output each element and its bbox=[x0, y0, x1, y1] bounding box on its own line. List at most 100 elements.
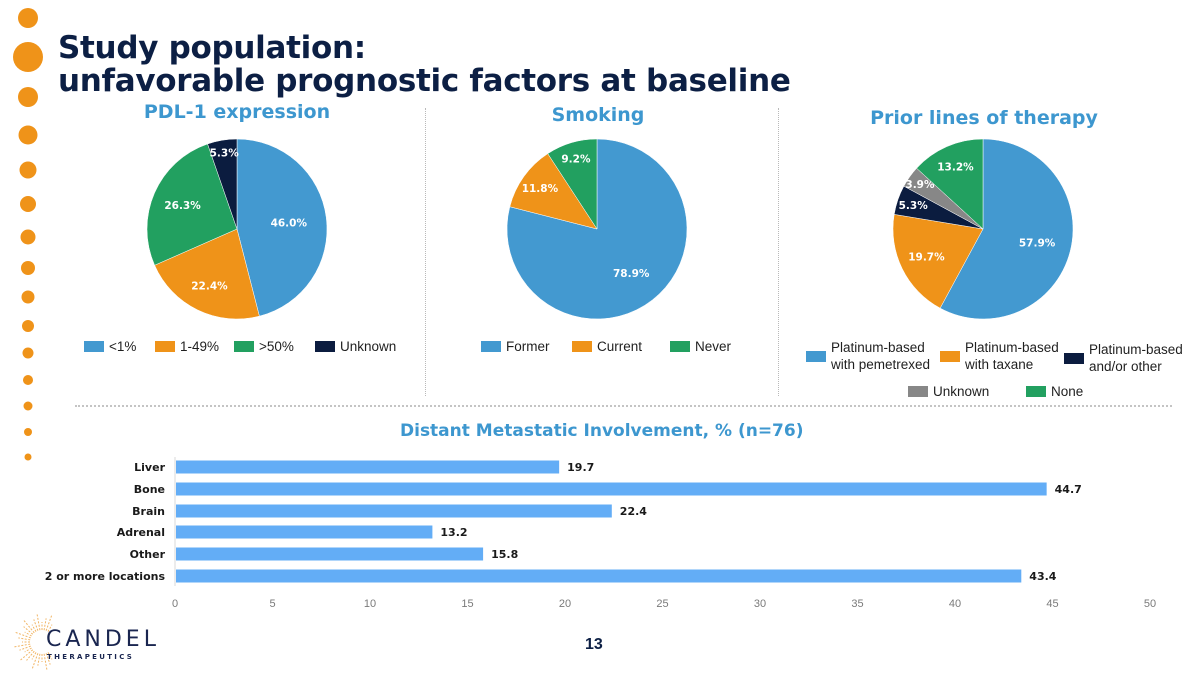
legend-item-other: Platinum-based and/or other bbox=[1064, 341, 1189, 375]
pie-slice-label: 22.4% bbox=[191, 281, 228, 293]
sunburst-ray bbox=[23, 620, 35, 634]
smoking-chart-title: Smoking bbox=[551, 104, 645, 126]
legend-label: >50% bbox=[259, 339, 294, 354]
company-logo-subtitle: THERAPEUTICS bbox=[47, 653, 135, 661]
legend-item-unknown-therapy: Unknown bbox=[908, 384, 989, 399]
x-tick-label: 40 bbox=[949, 598, 961, 610]
prior-therapy-pie-chart: 57.9% 19.7% 5.3% 3.9%13.2% bbox=[892, 138, 1074, 320]
pie-slice bbox=[547, 138, 598, 230]
sunburst-ray bbox=[14, 643, 31, 648]
legend-item-none: None bbox=[1026, 384, 1083, 399]
legend-label: Unknown bbox=[340, 339, 397, 354]
slide-title-line-2: unfavorable prognostic factors at baseli… bbox=[58, 63, 791, 99]
pie-slice bbox=[916, 138, 984, 230]
pie-slice-label: 57.9% bbox=[1019, 238, 1056, 250]
decorative-dot bbox=[22, 347, 34, 359]
legend-label: <1% bbox=[109, 339, 137, 354]
legend-label: Unknown bbox=[933, 384, 990, 399]
pie-slice-label: 5.3% bbox=[210, 148, 240, 160]
legend-swatch bbox=[481, 341, 501, 352]
sunburst-ray bbox=[20, 649, 34, 661]
decorative-dot bbox=[24, 428, 32, 436]
legend-item-taxane: Platinum-based with taxane bbox=[940, 339, 1065, 373]
pie-slice bbox=[509, 153, 598, 230]
decorative-dot bbox=[24, 453, 32, 461]
decorative-dot bbox=[20, 196, 36, 212]
legend-item-gt50: >50% bbox=[234, 339, 294, 354]
pie-slice-label: 11.8% bbox=[522, 183, 559, 195]
bar-value-label: 19.7 bbox=[567, 461, 594, 474]
vertical-divider-1 bbox=[425, 108, 426, 396]
slide-title-line-1: Study population: bbox=[58, 30, 366, 66]
pie-slice-label: 19.7% bbox=[908, 252, 945, 264]
legend-swatch bbox=[940, 350, 960, 362]
decorative-dot bbox=[23, 401, 33, 411]
sunburst-logo-icon bbox=[14, 614, 53, 670]
pie-slice bbox=[236, 138, 328, 317]
pie-slice-label: 46.0% bbox=[271, 217, 308, 229]
decorative-dot bbox=[13, 42, 43, 72]
x-tick-label: 45 bbox=[1046, 598, 1058, 610]
bar bbox=[176, 504, 612, 518]
decorative-dot bbox=[18, 87, 38, 107]
bar bbox=[176, 525, 433, 539]
legend-swatch bbox=[806, 350, 826, 362]
horizontal-divider bbox=[75, 405, 1172, 407]
legend-label: None bbox=[1051, 384, 1084, 399]
x-tick-label: 5 bbox=[269, 598, 275, 610]
decorative-dot bbox=[23, 375, 33, 385]
pie-slice bbox=[939, 138, 1074, 320]
decorative-dot bbox=[20, 229, 36, 245]
x-tick-label: 50 bbox=[1144, 598, 1156, 610]
bar-value-label: 43.4 bbox=[1029, 570, 1056, 583]
company-logo-name: CANDEL bbox=[46, 627, 160, 652]
legend-swatch bbox=[234, 341, 254, 352]
decorative-dot bbox=[21, 290, 35, 304]
pie-slice bbox=[892, 214, 984, 309]
legend-item-unknown: Unknown bbox=[315, 339, 396, 354]
legend-swatch bbox=[572, 341, 592, 352]
legend-swatch bbox=[1064, 352, 1084, 364]
prior-therapy-chart-title: Prior lines of therapy bbox=[870, 107, 1098, 129]
pdl1-chart-title: PDL-1 expression bbox=[143, 101, 331, 123]
legend-swatch bbox=[670, 341, 690, 352]
legend-label: 1-49% bbox=[180, 339, 220, 354]
sunburst-ray bbox=[47, 652, 53, 660]
bar-value-label: 22.4 bbox=[620, 505, 647, 518]
decorative-dot bbox=[18, 8, 38, 28]
sunburst-ray bbox=[36, 614, 41, 631]
pie-slice-label: 13.2% bbox=[937, 161, 974, 173]
legend-label: Current bbox=[597, 339, 643, 354]
sunburst-ray bbox=[31, 653, 39, 669]
legend-swatch bbox=[155, 341, 175, 352]
pie-slice-label: 9.2% bbox=[561, 153, 591, 165]
bar-category-label: Bone bbox=[134, 483, 165, 496]
sunburst-ray bbox=[31, 652, 37, 660]
bar-category-label: 2 or more locations bbox=[45, 570, 166, 583]
legend-label: Platinum-based with pemetrexed bbox=[831, 340, 931, 372]
decorative-dot bbox=[21, 261, 35, 275]
x-tick-label: 0 bbox=[172, 598, 178, 610]
sunburst-ray bbox=[24, 647, 32, 653]
bar-value-label: 44.7 bbox=[1055, 483, 1082, 496]
legend-item-current: Current bbox=[572, 339, 642, 354]
vertical-divider-2 bbox=[778, 108, 779, 396]
sunburst-ray bbox=[47, 624, 53, 632]
legend-swatch bbox=[1026, 386, 1046, 397]
pdl1-pie-chart: 46.0% 22.4% 26.3% 5.3% bbox=[146, 138, 328, 320]
legend-swatch bbox=[908, 386, 928, 397]
page-number: 13 bbox=[585, 636, 603, 653]
sunburst-ray bbox=[37, 653, 41, 666]
legend-item-1-49: 1-49% bbox=[155, 339, 219, 354]
decorative-dot bbox=[19, 161, 37, 179]
decorative-dot bbox=[18, 125, 38, 145]
bar-category-label: Brain bbox=[132, 505, 165, 518]
decorative-dot-column bbox=[13, 8, 43, 461]
metastatic-bar-chart: Liver 19.7 Bone 44.7 Brain 22.4 Adrenal 13.2 Oth… bbox=[45, 457, 1156, 610]
x-tick-label: 15 bbox=[461, 598, 473, 610]
x-tick-label: 20 bbox=[559, 598, 571, 610]
bar bbox=[176, 547, 484, 561]
bar-category-label: Adrenal bbox=[117, 526, 165, 539]
pie-slice-label: 3.9% bbox=[905, 179, 935, 191]
sunburst-ray bbox=[43, 618, 47, 631]
